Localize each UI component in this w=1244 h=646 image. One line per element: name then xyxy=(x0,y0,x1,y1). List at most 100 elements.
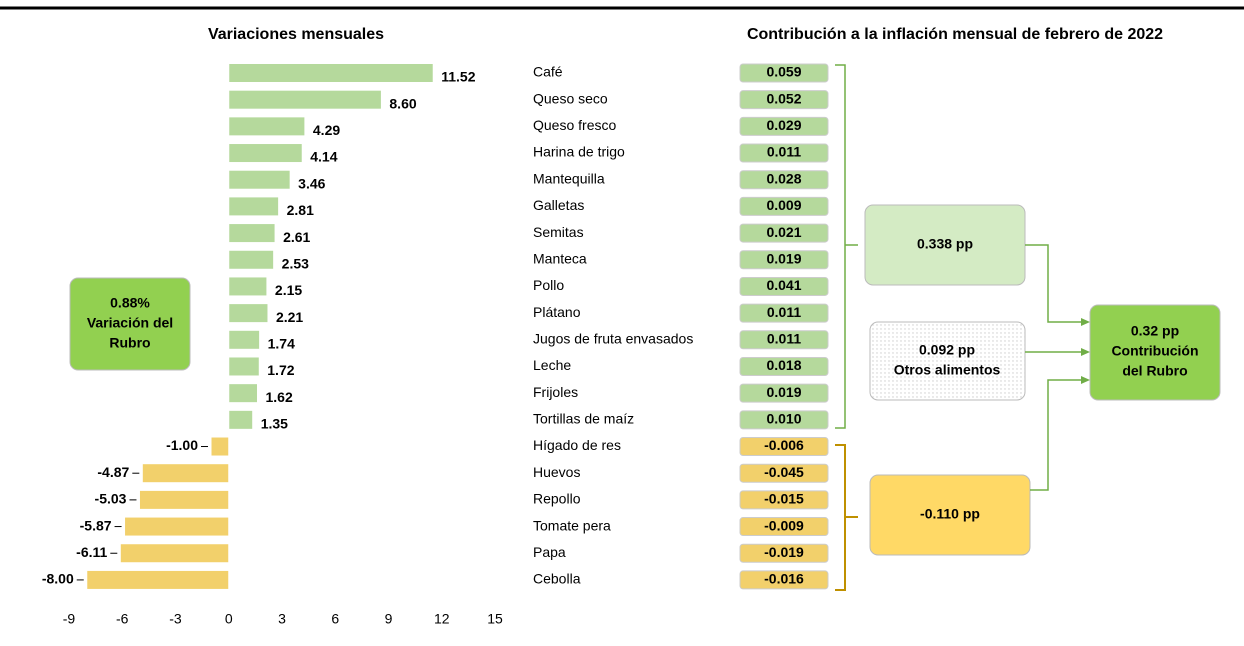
bar xyxy=(138,489,230,510)
category-label: Mantequilla xyxy=(533,170,605,186)
value-label: 2.81 xyxy=(287,202,314,218)
value-label: 1.62 xyxy=(266,389,293,405)
connector xyxy=(1025,244,1082,323)
contribution-box xyxy=(739,196,829,216)
value-label: 11.52 xyxy=(441,69,475,85)
category-label: Cebolla xyxy=(533,571,581,587)
box-text: del Rubro xyxy=(1122,363,1187,379)
value-label: 1.74 xyxy=(268,336,295,352)
contribution-label: -0.019 xyxy=(764,544,804,560)
contribution-label: -0.006 xyxy=(764,437,804,453)
contribution-label: 0.052 xyxy=(766,90,801,106)
category-label: Huevos xyxy=(533,464,580,480)
others-box xyxy=(869,321,1026,401)
x-tick-label: -6 xyxy=(116,611,129,627)
contribution-label: 0.011 xyxy=(767,144,801,160)
category-label: Café xyxy=(533,64,563,80)
value-label: -8.00 xyxy=(42,571,74,587)
contribution-label: -0.009 xyxy=(764,517,804,533)
bar xyxy=(228,329,261,350)
box-text: 0.338 pp xyxy=(917,236,973,252)
contribution-box xyxy=(739,437,829,457)
category-label: Semitas xyxy=(533,224,584,240)
contribution-label: 0.059 xyxy=(766,64,801,80)
x-tick-label: -9 xyxy=(63,611,76,627)
category-label: Papa xyxy=(533,544,566,560)
bar xyxy=(228,169,291,190)
category-label: Hígado de res xyxy=(533,437,621,453)
contribution-label: -0.015 xyxy=(764,491,804,507)
contribution-title: Contribución a la inflación mensual de f… xyxy=(747,26,1163,43)
rubro-box xyxy=(69,277,191,371)
category-label: Tortillas de maíz xyxy=(533,411,634,427)
category-label: Galletas xyxy=(533,197,584,213)
value-label: -5.03 xyxy=(95,491,127,507)
bar xyxy=(228,249,275,270)
bar xyxy=(228,196,280,217)
box-text: -0.110 pp xyxy=(920,506,980,522)
category-label: Leche xyxy=(533,357,571,373)
value-label: -1.00 xyxy=(166,437,198,453)
bar xyxy=(228,63,434,83)
bar xyxy=(228,303,269,324)
value-label: 2.61 xyxy=(283,229,310,245)
contribution-label: -0.016 xyxy=(764,571,804,587)
chart-title: Variaciones mensuales xyxy=(208,26,384,43)
contribution-label: 0.010 xyxy=(766,411,801,427)
value-label: 2.15 xyxy=(275,282,302,298)
box-text: Otros alimentos xyxy=(894,362,1001,378)
contribution-box xyxy=(739,90,829,110)
x-tick-label: 6 xyxy=(331,611,339,627)
contribution-box xyxy=(739,330,829,350)
contribution-label: 0.019 xyxy=(766,384,801,400)
value-label: 2.53 xyxy=(282,255,309,271)
contribution-box xyxy=(739,276,829,296)
value-label: 1.35 xyxy=(261,416,288,432)
contribution-box xyxy=(739,143,829,163)
contribution-box xyxy=(739,303,829,323)
category-label: Frijoles xyxy=(533,384,578,400)
contribution-label: 0.011 xyxy=(767,304,801,320)
value-label: -4.87 xyxy=(97,464,129,480)
box-text: Contribución xyxy=(1111,343,1198,359)
contribution-box xyxy=(739,356,829,376)
box-text: 0.32 pp xyxy=(1131,323,1179,339)
bar xyxy=(141,463,230,484)
category-label: Pollo xyxy=(533,277,564,293)
x-tick-label: 0 xyxy=(225,611,233,627)
value-label: -5.87 xyxy=(80,517,112,533)
value-label: 2.21 xyxy=(276,309,303,325)
contribution-label: 0.028 xyxy=(766,170,801,186)
contribution-box xyxy=(739,250,829,270)
contribution-label: -0.045 xyxy=(764,464,804,480)
x-tick-label: 3 xyxy=(278,611,286,627)
contribution-label: 0.029 xyxy=(766,117,801,133)
contribution-box xyxy=(739,116,829,136)
value-label: 4.14 xyxy=(310,149,337,165)
x-tick-label: 12 xyxy=(434,611,450,627)
value-label: 8.60 xyxy=(389,95,416,111)
category-label: Harina de trigo xyxy=(533,144,625,160)
category-label: Manteca xyxy=(533,250,587,266)
category-label: Queso fresco xyxy=(533,117,616,133)
category-label: Jugos de fruta envasados xyxy=(533,331,693,347)
box-text: 0.88% xyxy=(110,295,150,311)
contribution-box xyxy=(739,223,829,243)
contribution-box xyxy=(739,490,829,510)
contribution-box xyxy=(739,463,829,483)
value-label: 1.72 xyxy=(267,362,294,378)
value-label: 4.29 xyxy=(313,122,340,138)
x-tick-label: 9 xyxy=(385,611,393,627)
total-box xyxy=(1089,304,1221,401)
contribution-box xyxy=(739,410,829,430)
contribution-box xyxy=(739,170,829,190)
negative-bracket xyxy=(835,444,858,591)
box-text: Rubro xyxy=(109,335,150,351)
category-label: Queso seco xyxy=(533,90,608,106)
bar xyxy=(124,516,230,537)
contribution-box xyxy=(739,63,829,83)
positive-bracket xyxy=(835,64,858,429)
contribution-label: 0.011 xyxy=(767,331,801,347)
arrowheads xyxy=(1081,318,1090,384)
contribution-box xyxy=(739,517,829,537)
